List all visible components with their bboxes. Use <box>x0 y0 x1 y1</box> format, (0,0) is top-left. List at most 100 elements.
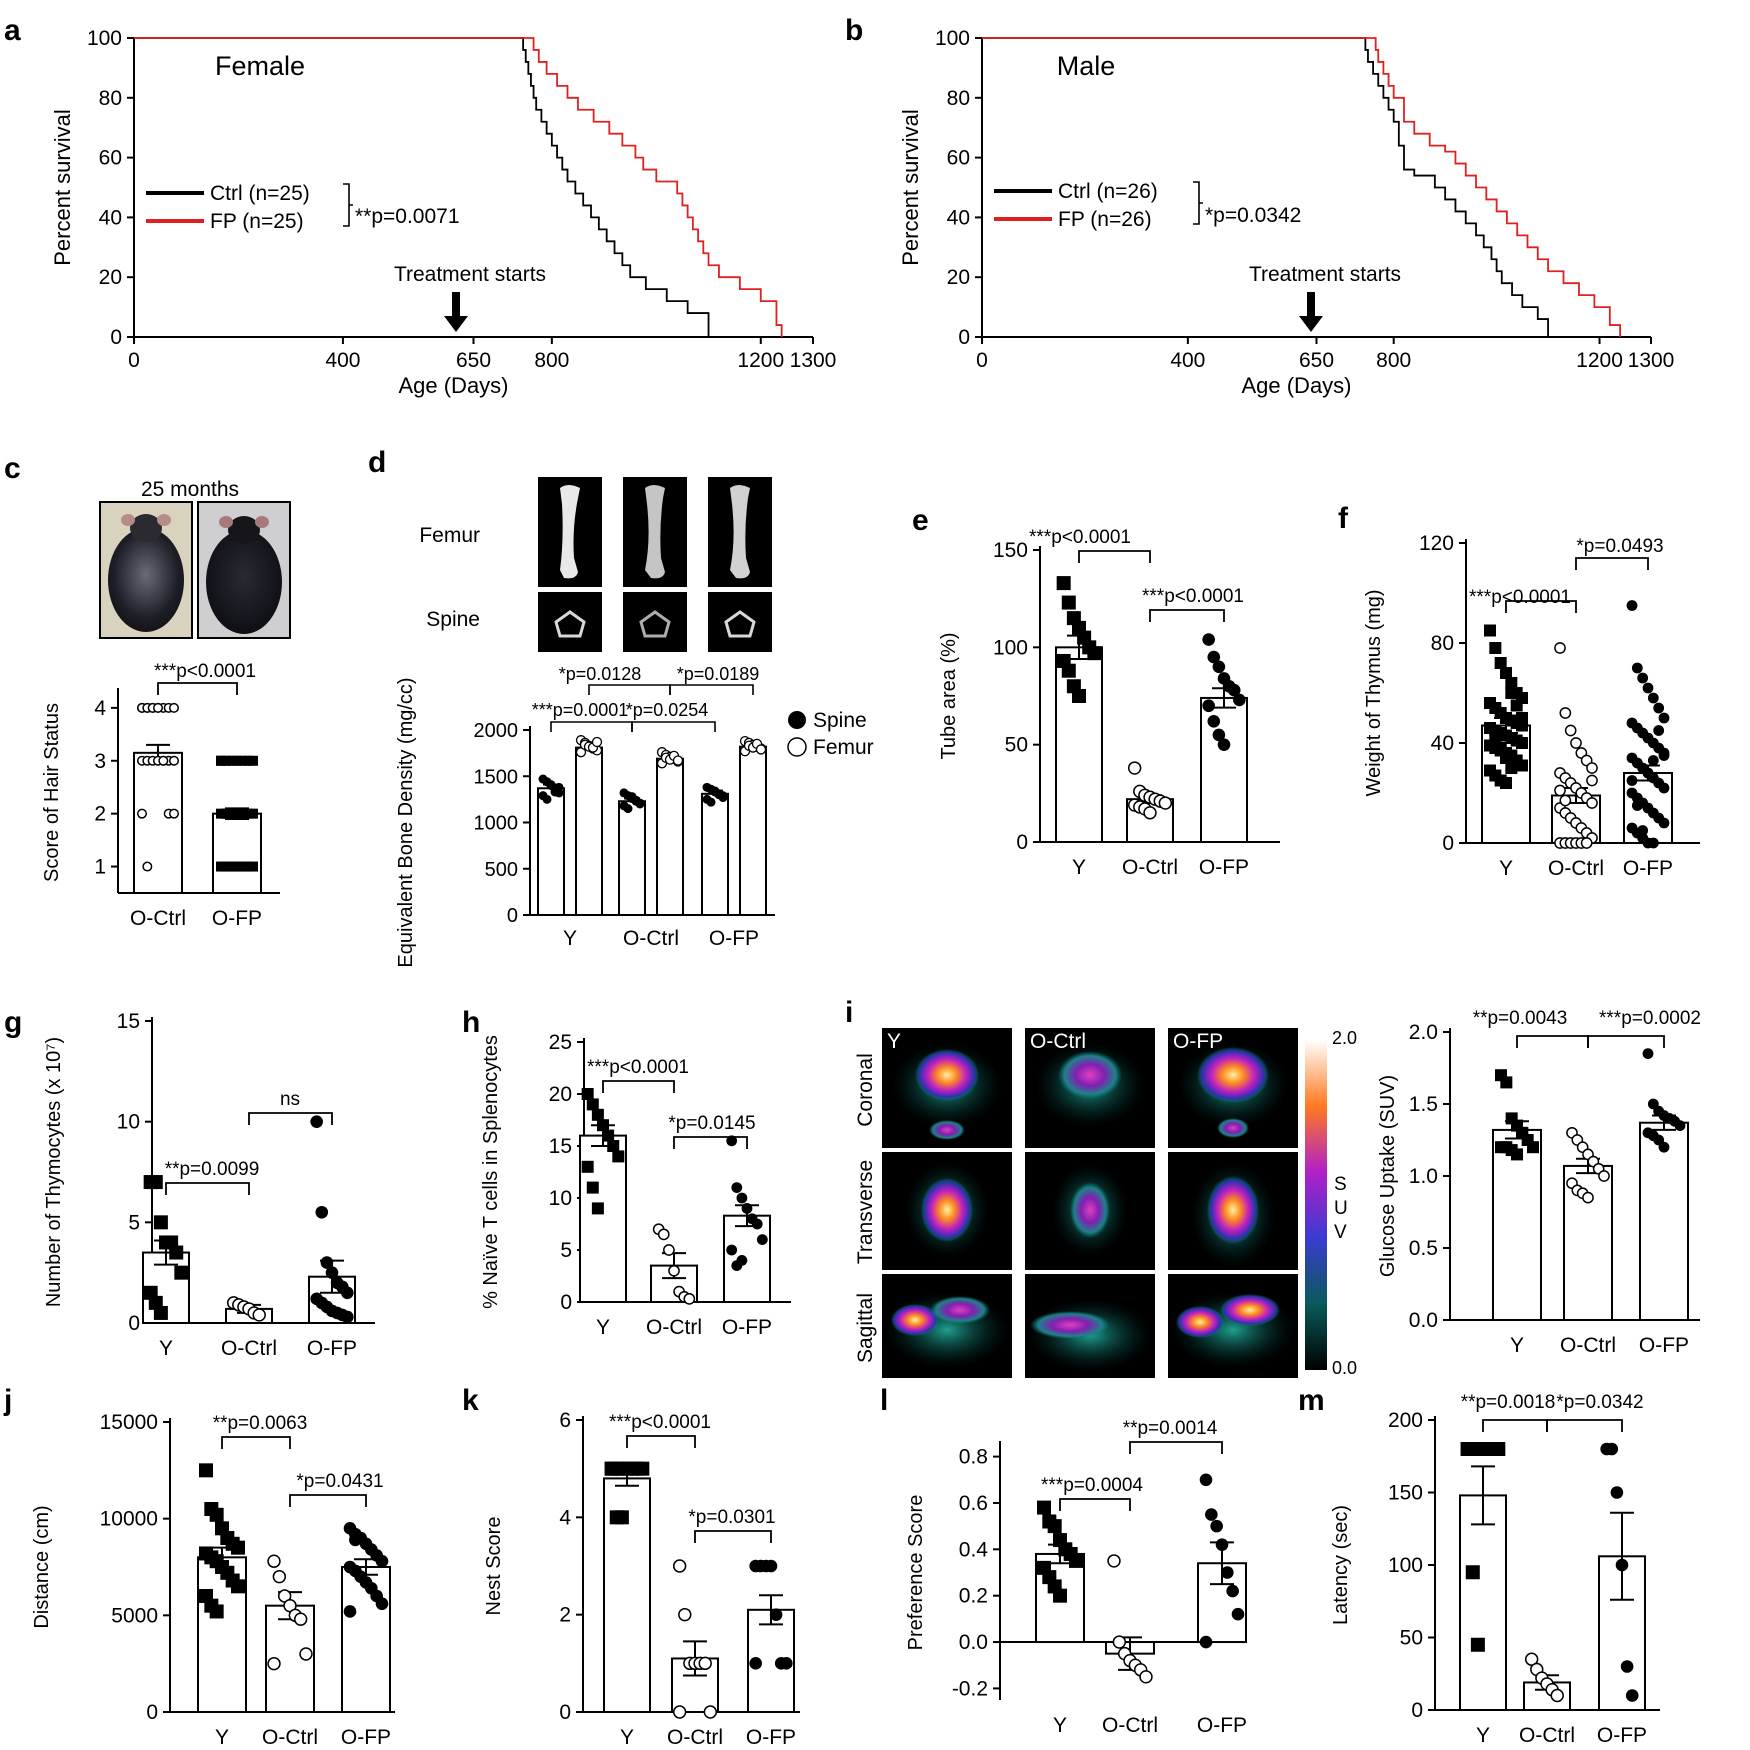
data-point <box>1653 725 1665 736</box>
data-point <box>310 1115 323 1128</box>
y-tick-label: 5000 <box>111 1604 158 1627</box>
y-axis-label: Tube area (%) <box>938 632 960 759</box>
thymus-weight-chart: 0 40 80 120 Weight of Thymus (mg) Y O-Ctrl O-FP… <box>1363 532 1700 880</box>
y-tick-label: 2000 <box>474 720 519 742</box>
data-point <box>1500 667 1512 679</box>
data-point <box>1226 1584 1239 1598</box>
data-point <box>1500 752 1512 764</box>
data-point <box>1554 642 1566 654</box>
data-point <box>597 1119 609 1132</box>
y-tick-label: 50 <box>1005 734 1028 757</box>
x-tick-label: Y <box>159 1337 173 1360</box>
data-point <box>1500 777 1512 789</box>
x-tick-label: 1300 <box>1628 349 1675 372</box>
y-tick-label: 0 <box>1442 832 1454 855</box>
data-point <box>1231 1607 1245 1621</box>
row-label-femur: Femur <box>419 524 480 547</box>
data-point <box>1586 774 1598 787</box>
glucose-uptake-chart: 0.0 0.5 1.0 1.5 2.0 Glucose Uptake (SUV) Y O-Ct… <box>1377 1008 1701 1357</box>
data-point <box>698 1656 712 1671</box>
data-point <box>272 1569 287 1584</box>
significance-bracket <box>673 1136 748 1149</box>
y-tick-label: 4 <box>94 697 106 720</box>
colorbar-min: 0.0 <box>1332 1358 1357 1378</box>
data-point <box>1642 1048 1654 1059</box>
data-point <box>1199 1473 1213 1487</box>
data-point <box>1107 1554 1121 1568</box>
data-point <box>1620 1660 1634 1673</box>
y-tick-label: 0.0 <box>1409 1309 1438 1332</box>
x-tick-label: O-Ctrl <box>1122 856 1178 879</box>
data-point <box>216 861 226 872</box>
down-arrow-icon <box>1299 292 1323 332</box>
colorbar-max: 2.0 <box>1332 1028 1357 1048</box>
data-point <box>1491 1442 1506 1456</box>
x-tick-label: Y <box>563 927 577 950</box>
panel-label-e: e <box>912 504 929 537</box>
data-point <box>756 1234 768 1245</box>
data-point <box>764 1559 778 1573</box>
x-tick-label: O-Ctrl <box>130 907 186 930</box>
survival-line-fp <box>982 37 1622 337</box>
nest-score-chart: 0 2 4 6 Nest Score Y O-Ctrl O-FP ***p<0.0001 *p=0… <box>483 1409 800 1749</box>
x-tick-label: 1300 <box>790 349 837 372</box>
panel-label-k: k <box>462 1384 479 1417</box>
photo-caption: 25 months <box>141 478 239 501</box>
y-tick-label: 0 <box>560 1291 572 1314</box>
data-point <box>1217 738 1231 751</box>
x-tick-label: O-FP <box>722 1316 772 1339</box>
significance-label: **p=0.0014 <box>1123 1418 1218 1439</box>
x-tick-label: Y <box>1072 856 1086 879</box>
data-point <box>1505 677 1518 689</box>
data-point <box>668 1264 680 1277</box>
data-point <box>591 1202 604 1215</box>
data-point <box>1465 1565 1480 1580</box>
data-point <box>216 755 226 766</box>
data-point <box>1658 750 1670 761</box>
data-point <box>1527 1141 1539 1154</box>
data-point <box>1215 1538 1229 1551</box>
x-axis-label: Age (Days) <box>398 373 508 398</box>
data-point <box>1637 825 1649 836</box>
data-point <box>741 1203 753 1214</box>
data-point <box>612 1150 625 1163</box>
data-point <box>169 702 179 713</box>
survival-chart-male: 0 20 40 60 80 100 0 400 650 800 1200 1300 Age (Days)… <box>898 27 1674 398</box>
data-point <box>1205 1508 1218 1521</box>
x-tick-label: 0 <box>976 349 988 372</box>
data-point <box>1212 660 1226 674</box>
y-tick-label: 80 <box>1431 632 1454 655</box>
significance-label: *p=0.0493 <box>1576 536 1663 557</box>
y-tick-label: -0.2 <box>952 1677 988 1700</box>
data-point <box>1494 657 1507 669</box>
y-tick-label: 500 <box>485 859 518 881</box>
data-point <box>216 808 226 819</box>
significance-label: *p=0.0342 <box>1556 1392 1643 1413</box>
significance-bracket <box>1516 1035 1589 1048</box>
significance-label: ns <box>280 1089 300 1110</box>
legend-marker-femur <box>787 737 807 757</box>
significance-label: *p=0.0431 <box>296 1471 383 1492</box>
x-tick-label: O-FP <box>212 907 262 930</box>
data-point <box>1489 642 1502 654</box>
significance-bracket <box>1546 1419 1623 1432</box>
y-axis-label: Weight of Thymus (mg) <box>1363 589 1385 796</box>
data-point <box>542 794 552 804</box>
y-tick-label: 1500 <box>474 766 519 788</box>
significance-bracket <box>165 1182 250 1195</box>
data-point <box>1647 692 1659 704</box>
data-point <box>1554 784 1566 797</box>
data-point <box>320 1256 334 1269</box>
bar <box>739 745 767 917</box>
data-point <box>293 1612 308 1626</box>
data-point <box>706 797 716 807</box>
data-point <box>1505 762 1518 774</box>
y-tick-label: 1.5 <box>1409 1093 1438 1116</box>
pvalue-label: *p=0.0342 <box>1205 204 1301 227</box>
data-point <box>1550 1688 1564 1703</box>
data-point <box>1143 806 1157 820</box>
legend-label: Femur <box>813 736 874 759</box>
data-point <box>341 1286 354 1300</box>
y-tick-label: 25 <box>549 1031 572 1054</box>
